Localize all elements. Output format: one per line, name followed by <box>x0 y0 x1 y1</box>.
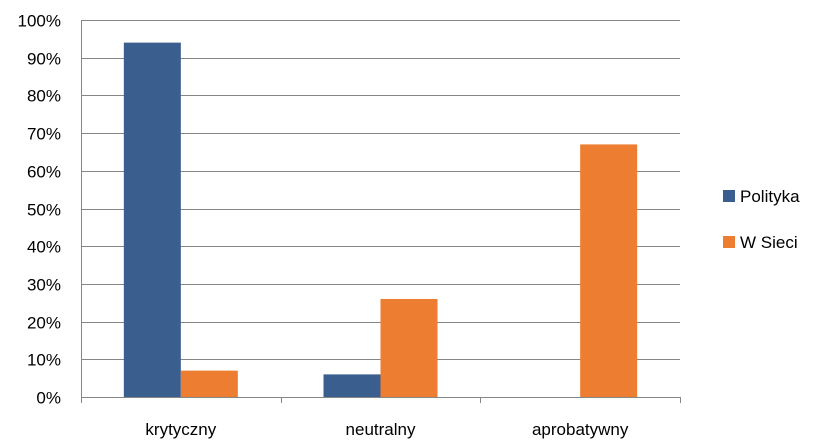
axes: 0% 10% 20% 30% 40% 50% 60% 70% 80% 90% 100% krytycz… <box>18 12 681 439</box>
bars <box>123 42 638 398</box>
y-tick-label: 10% <box>27 351 61 370</box>
y-tick-label: 80% <box>27 87 61 106</box>
y-tick-label: 30% <box>27 276 61 295</box>
x-category-label: krytyczny <box>145 420 216 439</box>
y-tick-label: 90% <box>27 50 61 69</box>
bar-w-sieci-krytyczny <box>180 370 238 397</box>
y-tick-label: 70% <box>27 125 61 144</box>
legend-label: Polityka <box>740 187 800 206</box>
bar-polityka-krytyczny <box>123 42 181 398</box>
y-tick-label: 20% <box>27 314 61 333</box>
legend: Polityka W Sieci <box>723 187 800 252</box>
bar-w-sieci-neutralny <box>380 298 438 397</box>
bar-polityka-neutralny <box>323 374 381 397</box>
y-tick-label: 100% <box>18 12 61 31</box>
x-category-label: neutralny <box>346 420 416 439</box>
legend-swatch <box>723 190 735 202</box>
legend-label: W Sieci <box>740 233 798 252</box>
y-tick-label: 0% <box>36 389 61 408</box>
y-tick-label: 60% <box>27 163 61 182</box>
bar-w-sieci-aprobatywny <box>580 144 638 397</box>
y-tick-label: 50% <box>27 201 61 220</box>
x-category-label: aprobatywny <box>532 420 629 439</box>
legend-swatch <box>723 236 735 248</box>
y-tick-label: 40% <box>27 238 61 257</box>
